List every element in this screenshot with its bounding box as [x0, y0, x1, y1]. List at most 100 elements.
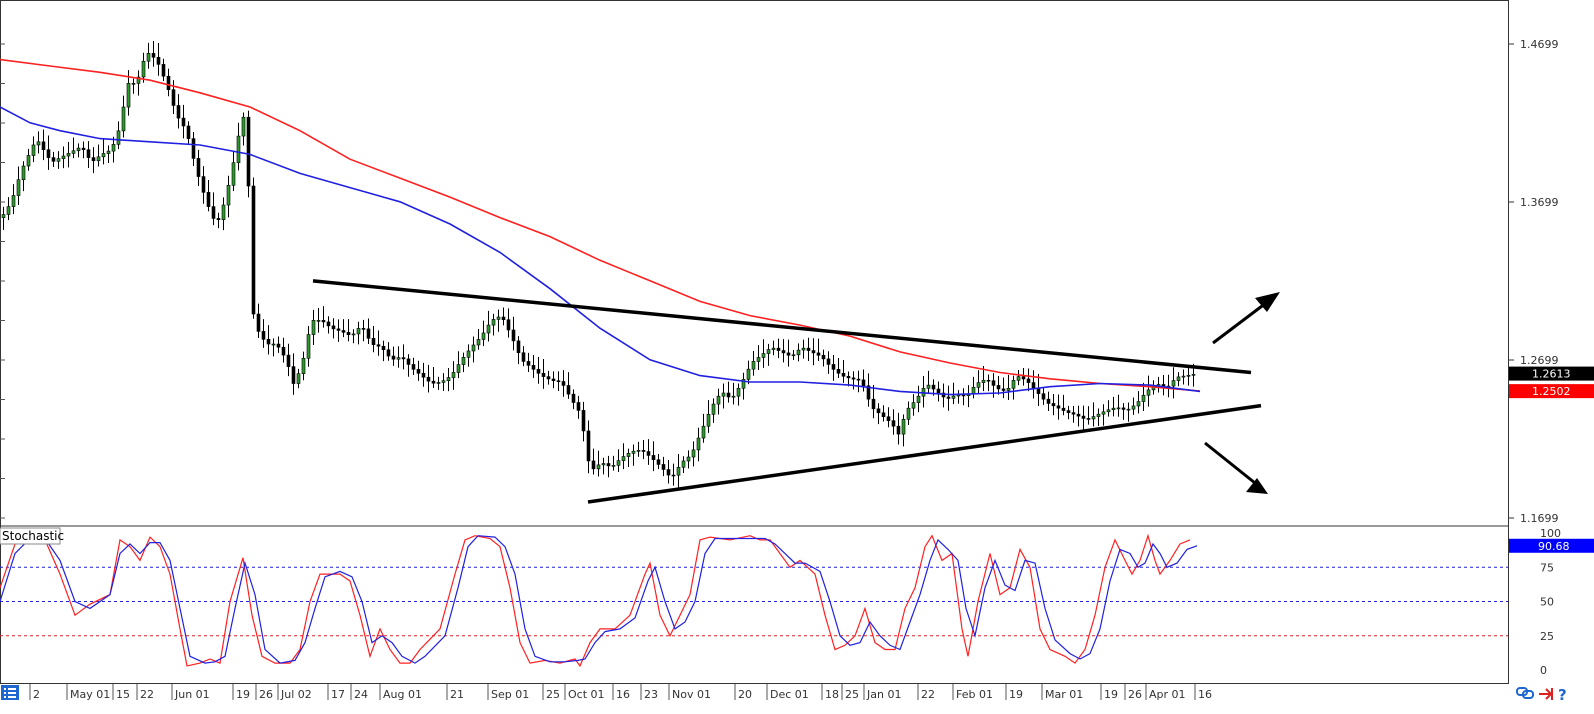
- candle-body: [1081, 415, 1086, 419]
- candle-body: [821, 354, 826, 360]
- candle-body: [1116, 407, 1121, 410]
- candle-body: [196, 158, 201, 177]
- price-pane: [0, 40, 1262, 504]
- axes: 1.4699 1.3699 1.2699 1.1699 1.2613 1.2502 100 7…: [0, 38, 1594, 701]
- chain-icon[interactable]: [1516, 687, 1534, 699]
- candle-body: [426, 376, 431, 382]
- time-tick-label: 22: [921, 688, 935, 701]
- stochastic-tick-label: 25: [1540, 630, 1554, 643]
- price-badge-label: 1.2502: [1532, 385, 1571, 398]
- candle-body: [846, 375, 851, 379]
- question-icon[interactable]: ?: [1558, 686, 1567, 704]
- candle-body: [406, 358, 411, 365]
- candle-body: [946, 396, 951, 399]
- candle-body: [596, 464, 601, 470]
- time-tick-label: 2: [33, 688, 40, 701]
- candle-body: [21, 165, 26, 181]
- candle-body: [631, 450, 636, 454]
- candle-body: [211, 206, 216, 219]
- candle-body: [1016, 376, 1021, 381]
- stochastic-k-line: [0, 533, 1191, 668]
- candle-body: [491, 319, 496, 326]
- price-badge-label: 1.2613: [1532, 368, 1571, 381]
- candle-body: [861, 379, 866, 387]
- stochastic-tick-label: 75: [1540, 561, 1554, 574]
- candle-body: [111, 144, 116, 152]
- candle-body: [346, 332, 351, 336]
- candle-body: [381, 345, 386, 351]
- candle-body: [476, 339, 481, 346]
- menu-icon[interactable]: [1, 685, 19, 700]
- candle-body: [951, 395, 956, 399]
- candle-body: [676, 466, 681, 476]
- candle-body: [516, 340, 521, 354]
- candle-body: [831, 364, 836, 370]
- time-tick-label: Aug 01: [383, 688, 422, 701]
- candle-body: [881, 412, 886, 418]
- candle-body: [701, 425, 706, 439]
- candle-body: [371, 338, 376, 345]
- stochastic-label: Stochastic: [0, 527, 64, 545]
- time-tick-label: 16: [616, 688, 630, 701]
- candle-body: [1146, 389, 1151, 396]
- candle-body: [936, 388, 941, 394]
- time-tick-label: Feb 01: [956, 688, 993, 701]
- time-tick-label: Oct 01: [568, 688, 605, 701]
- candle-body: [986, 379, 991, 382]
- price-badge: [1509, 384, 1594, 399]
- candle-body: [1101, 411, 1106, 415]
- candle-body: [566, 385, 571, 395]
- candle-body: [136, 76, 141, 84]
- candle-body: [1191, 374, 1196, 376]
- candle-body: [296, 373, 301, 384]
- candle-body: [1186, 374, 1191, 377]
- candle-body: [1066, 410, 1071, 413]
- candle-body: [576, 402, 581, 411]
- arrow-icon[interactable]: [1539, 688, 1553, 700]
- candle-body: [801, 347, 806, 351]
- candle-body: [291, 366, 296, 384]
- time-tick-label: 18: [825, 688, 839, 701]
- candle-body: [456, 364, 461, 373]
- candle-body: [41, 141, 46, 151]
- time-tick-label: Apr 01: [1149, 688, 1186, 701]
- candle-body: [591, 460, 596, 470]
- candle-body: [876, 408, 881, 414]
- time-tick-label: 24: [354, 688, 368, 701]
- time-tick-label: 16: [1198, 688, 1212, 701]
- candle-body: [736, 387, 741, 397]
- candle-body: [836, 369, 841, 374]
- candle-body: [706, 414, 711, 427]
- candle-body: [1071, 412, 1076, 415]
- candle-body: [141, 60, 146, 78]
- candle-body: [446, 377, 451, 381]
- candle-body: [971, 387, 976, 394]
- candle-body: [651, 455, 656, 460]
- candle-body: [1126, 408, 1131, 411]
- candle-body: [721, 392, 726, 397]
- candle-body: [286, 354, 291, 367]
- candle-body: [191, 138, 196, 159]
- candle-body: [216, 218, 221, 220]
- candle-body: [451, 372, 456, 378]
- stochastic-badge-label: 90.68: [1538, 540, 1570, 553]
- candle-body: [221, 204, 226, 220]
- candle-body: [851, 377, 856, 380]
- candle-body: [611, 465, 616, 467]
- candle-body: [361, 328, 366, 330]
- candle-body: [56, 158, 61, 162]
- candle-body: [1111, 407, 1116, 411]
- plot-frame: [0, 0, 1509, 684]
- candle-body: [341, 330, 346, 333]
- candle-body: [266, 339, 271, 345]
- candle-body: [81, 147, 86, 151]
- candle-body: [1076, 413, 1081, 417]
- candle-body: [981, 379, 986, 383]
- candle-body: [681, 460, 686, 468]
- candle-body: [11, 195, 16, 207]
- candle-body: [76, 147, 81, 152]
- candle-body: [276, 343, 281, 348]
- candle-body: [506, 319, 511, 331]
- price-tick-label: 1.4699: [1520, 38, 1559, 51]
- candle-body: [261, 331, 266, 340]
